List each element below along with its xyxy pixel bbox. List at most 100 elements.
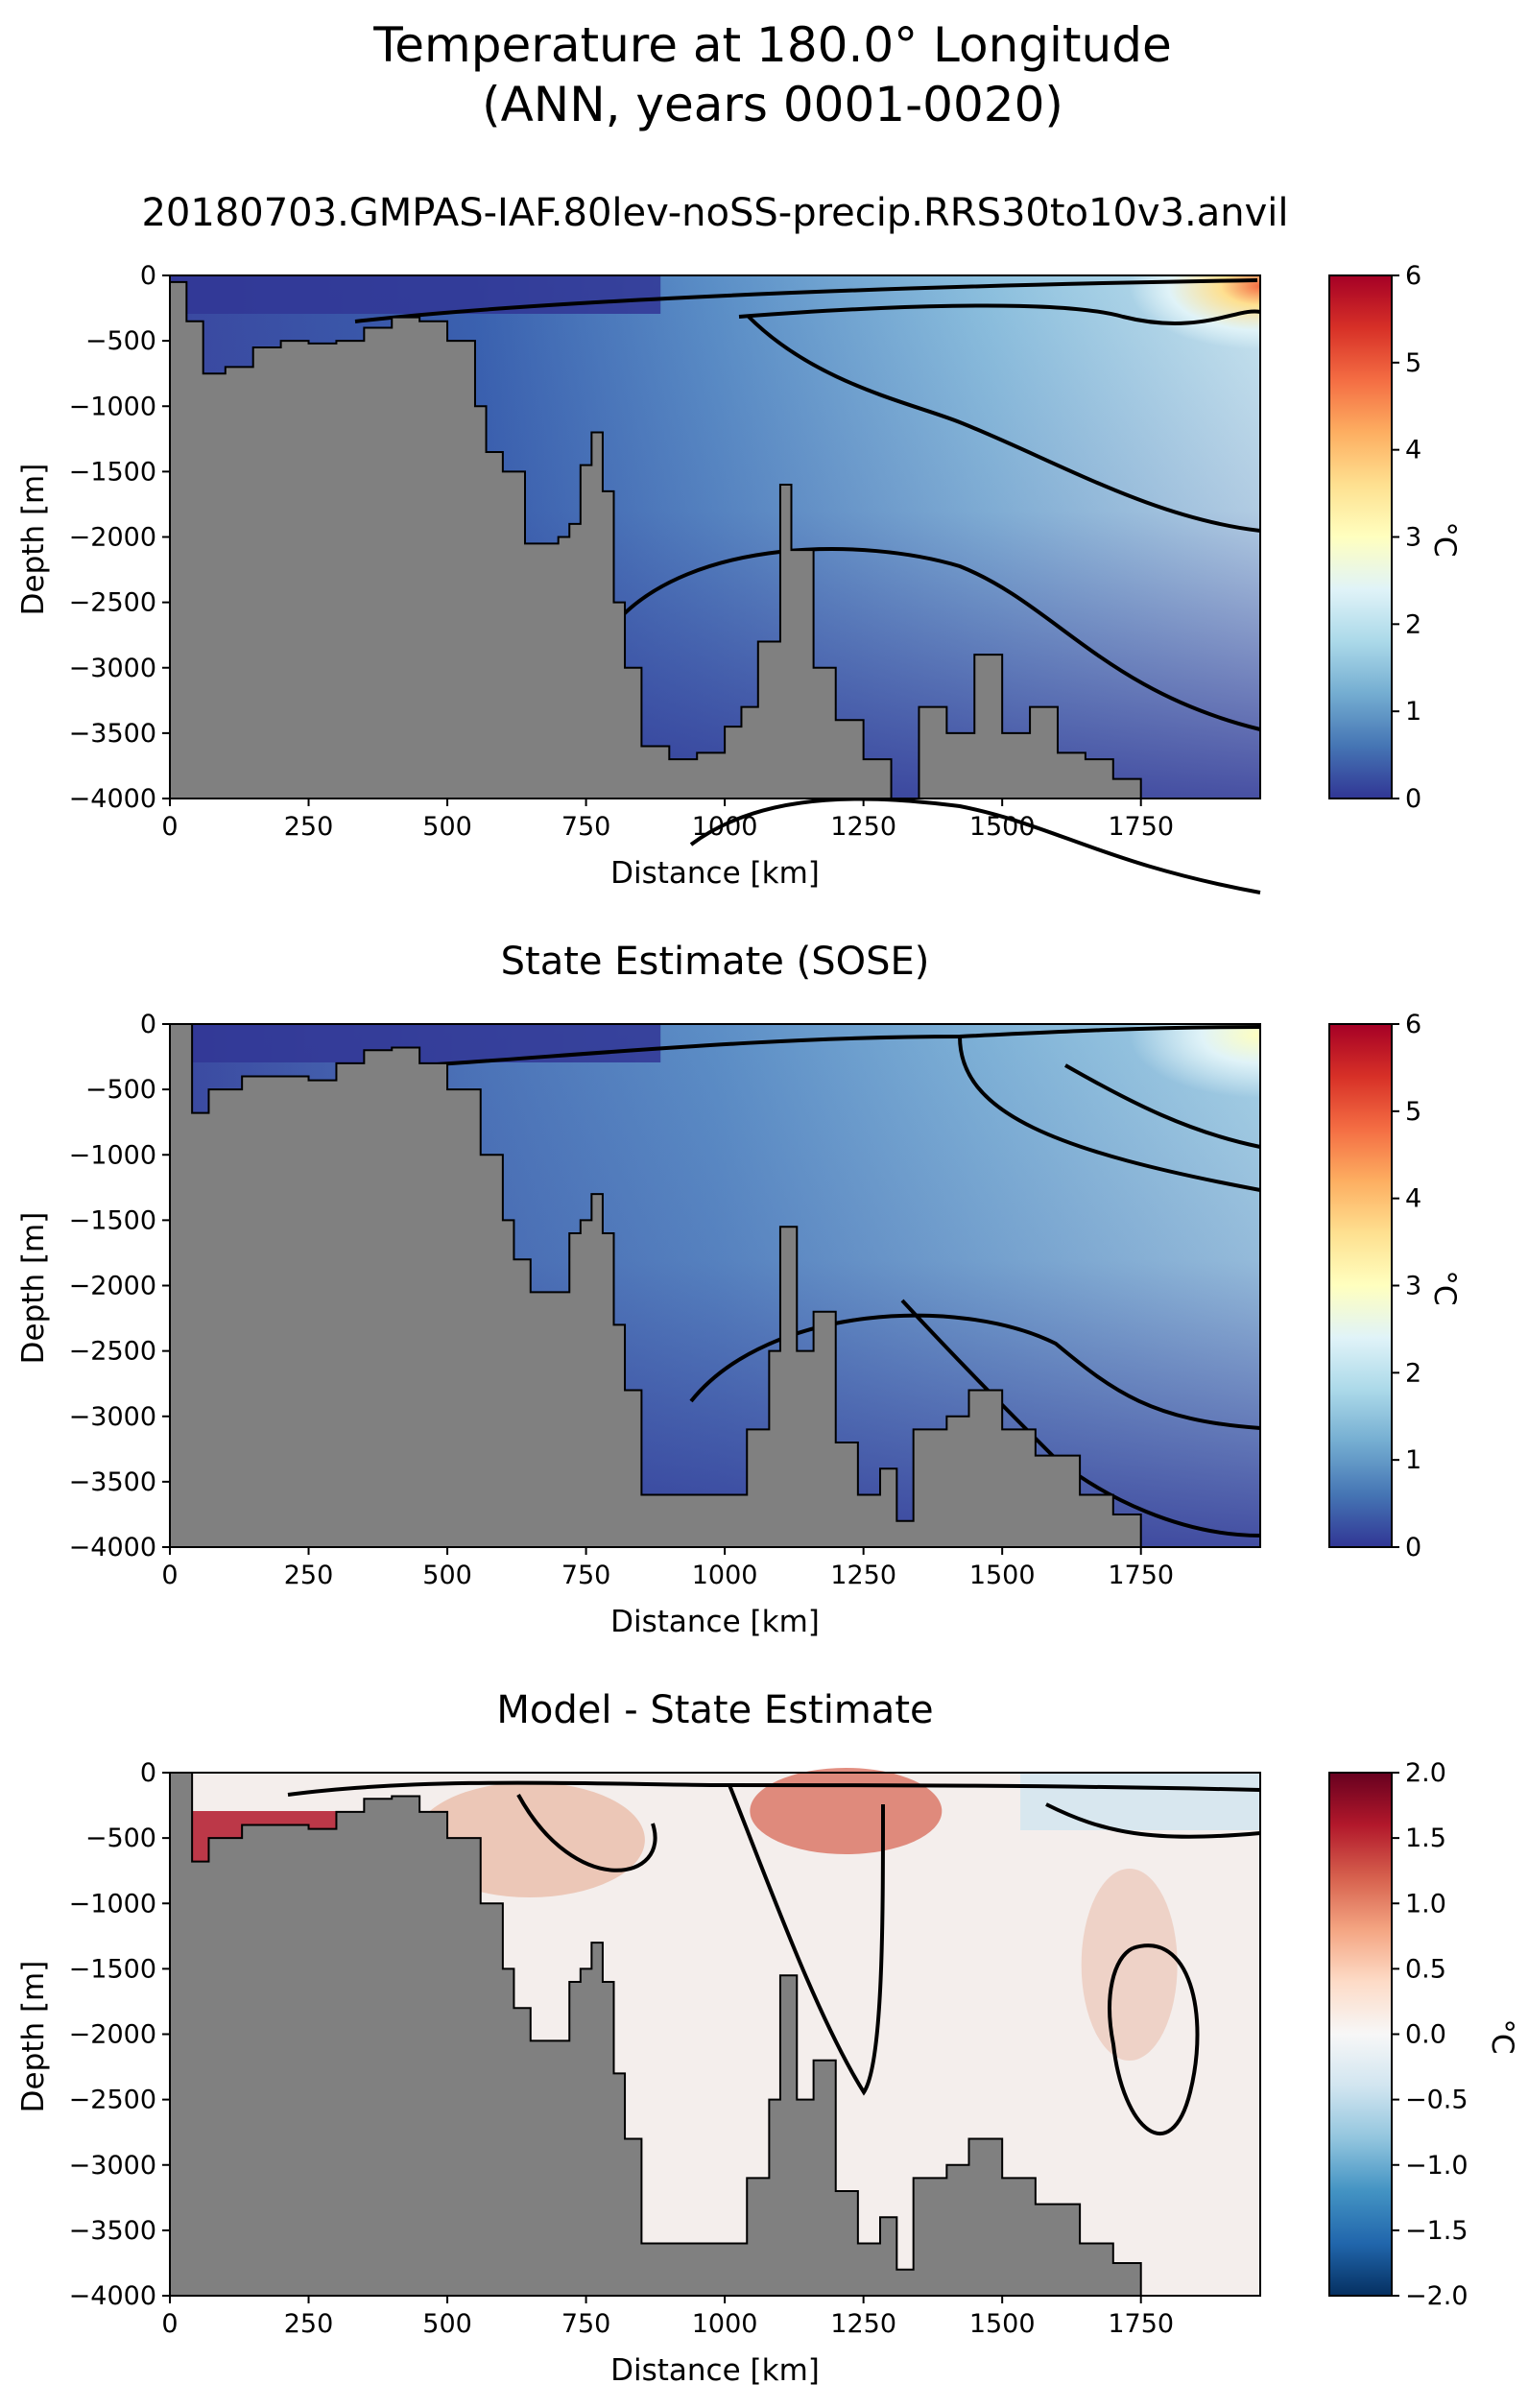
- y-tick-label: −3000: [69, 2151, 156, 2181]
- panel-difference-colorbar: −2.0 −1.5 −1.0 −0.5 0.0 0.5 1.0 1.5 2.0: [1328, 1758, 1468, 2311]
- y-tick-label: −4000: [69, 1533, 156, 1562]
- colorbar-tick-label: 1: [1405, 697, 1421, 727]
- bathymetry-land: [169, 1023, 1142, 1548]
- colorbar-tick-label: 0.0: [1405, 2020, 1446, 2050]
- colorbar-tick-label: −2.0: [1405, 2281, 1468, 2311]
- contour-line: [728, 1784, 885, 2096]
- y-tick-label: −3000: [69, 1402, 156, 1432]
- colorbar-tick-label: 2: [1405, 1358, 1421, 1388]
- x-tick-label: 0: [161, 812, 178, 842]
- y-tick-label: 0: [140, 1758, 156, 1788]
- x-tick-label: 500: [422, 1561, 472, 1590]
- y-tick-label: −500: [85, 1075, 156, 1105]
- y-tick-label: −1500: [69, 1954, 156, 1984]
- panel-sose-title: State Estimate (SOSE): [501, 940, 930, 984]
- colorbar-tick-label: 2.0: [1405, 1758, 1446, 1788]
- contour-line: [1108, 1943, 1200, 2136]
- figure-title-line1: Temperature at 180.0° Longitude: [372, 17, 1171, 73]
- panel-model-xlabel: Distance [km]: [610, 856, 820, 891]
- colorbar-tick-label: 2: [1405, 609, 1421, 639]
- colorbar-tick-label: 6: [1405, 1010, 1421, 1039]
- panel-sose-axes: 0 250 500 750 1000 1250 1500 1750 0 −500 −1000 −150…: [69, 1010, 1261, 1590]
- colorbar-tick-label: 3: [1405, 1272, 1421, 1301]
- y-tick-label: −1000: [69, 1140, 156, 1170]
- x-tick-label: 1750: [1108, 1561, 1174, 1590]
- x-tick-label: 1250: [830, 812, 896, 842]
- colorbar-tick-label: −1.5: [1405, 2216, 1468, 2246]
- bathymetry-land: [169, 1772, 1142, 2297]
- contour-line: [516, 1794, 657, 1872]
- x-tick-label: 750: [561, 812, 611, 842]
- panel-sose-ylabel: Depth [m]: [16, 1212, 51, 1365]
- panel-difference-xlabel: Distance [km]: [610, 2353, 820, 2388]
- x-tick-label: 1000: [692, 812, 758, 842]
- panel-model-colorbar-label: °C: [1427, 521, 1462, 557]
- contour-line: [421, 1025, 1261, 1067]
- y-tick-label: −2000: [69, 2020, 156, 2050]
- x-tick-label: 750: [561, 2309, 611, 2339]
- contour-line: [612, 547, 1261, 731]
- x-tick-label: 1500: [969, 812, 1036, 842]
- y-tick-label: −2500: [69, 2086, 156, 2115]
- y-tick-label: −3500: [69, 719, 156, 749]
- x-tick-label: 0: [161, 2309, 178, 2339]
- y-tick-label: −2000: [69, 523, 156, 553]
- y-tick-label: −500: [85, 326, 156, 356]
- x-tick-label: 500: [422, 812, 472, 842]
- y-tick-label: −1500: [69, 457, 156, 487]
- panel-sose-colorbar-label: °C: [1427, 1270, 1462, 1305]
- y-tick-label: −4000: [69, 2281, 156, 2311]
- x-tick-label: 250: [284, 1561, 334, 1590]
- y-tick-label: −3500: [69, 1467, 156, 1497]
- panel-difference-title: Model - State Estimate: [496, 1688, 933, 1732]
- y-tick-label: −3000: [69, 654, 156, 683]
- contour-line: [689, 797, 1261, 894]
- y-tick-label: −3500: [69, 2216, 156, 2246]
- positive-anomaly: [1081, 1869, 1178, 2061]
- positive-anomaly: [750, 1768, 943, 1854]
- contour-line: [354, 278, 1258, 323]
- y-tick-label: −4000: [69, 784, 156, 814]
- panel-sose: State Estimate (SOSE) 0 250 500 750 1000 1250…: [16, 940, 1462, 1639]
- panel-model-title: 20180703.GMPAS-IAF.80lev-noSS-precip.RRS…: [141, 191, 1288, 235]
- x-tick-label: 1500: [969, 1561, 1036, 1590]
- contour-line: [958, 1036, 1261, 1192]
- x-tick-label: 1000: [692, 2309, 758, 2339]
- panel-sose-xlabel: Distance [km]: [610, 1605, 820, 1639]
- x-tick-label: 1750: [1108, 2309, 1174, 2339]
- surface-cold-band: [170, 275, 661, 314]
- colorbar-gradient: [1328, 274, 1393, 799]
- negative-anomaly: [1020, 1773, 1260, 1830]
- panel-model: 20180703.GMPAS-IAF.80lev-noSS-precip.RRS…: [16, 191, 1462, 894]
- x-tick-label: 1750: [1108, 812, 1174, 842]
- colorbar-tick-label: 0.5: [1405, 1954, 1446, 1984]
- x-tick-label: 0: [161, 1561, 178, 1590]
- contour-line: [1045, 1802, 1261, 1839]
- panel-difference-plot-area: [169, 1768, 1261, 2297]
- colorbar-tick-label: 4: [1405, 436, 1421, 465]
- colorbar-tick-label: 3: [1405, 523, 1421, 553]
- y-tick-label: −2500: [69, 588, 156, 618]
- colorbar-gradient: [1328, 1772, 1393, 2297]
- y-tick-label: 0: [140, 1010, 156, 1039]
- colorbar-tick-label: 6: [1405, 261, 1421, 291]
- colorbar-tick-label: −1.0: [1405, 2151, 1468, 2181]
- panel-sose-colorbar: 0 1 2 3 4 5 6: [1328, 1010, 1421, 1562]
- panel-difference-ylabel: Depth [m]: [16, 1961, 51, 2113]
- x-tick-label: 1250: [830, 1561, 896, 1590]
- panel-difference: Model - State Estimate 0 250 500 750 1000 125…: [16, 1688, 1519, 2388]
- y-tick-label: 0: [140, 261, 156, 291]
- colorbar-tick-label: 1: [1405, 1445, 1421, 1475]
- colorbar-tick-label: 5: [1405, 348, 1421, 378]
- panel-difference-colorbar-label: °C: [1485, 2018, 1519, 2054]
- x-tick-label: 1500: [969, 2309, 1036, 2339]
- colorbar-gradient: [1328, 1023, 1393, 1548]
- panel-model-axes: 0 250 500 750 1000 1250 1500 1750 0 −500 −1000 −150…: [69, 261, 1261, 842]
- contour-line: [1064, 1063, 1261, 1149]
- warm-surface-patch: [1041, 275, 1260, 381]
- colorbar-tick-label: 0: [1405, 1533, 1421, 1562]
- contour-line: [747, 315, 1261, 533]
- panel-model-ylabel: Depth [m]: [16, 464, 51, 616]
- y-tick-label: −500: [85, 1824, 156, 1853]
- y-tick-label: −2500: [69, 1337, 156, 1367]
